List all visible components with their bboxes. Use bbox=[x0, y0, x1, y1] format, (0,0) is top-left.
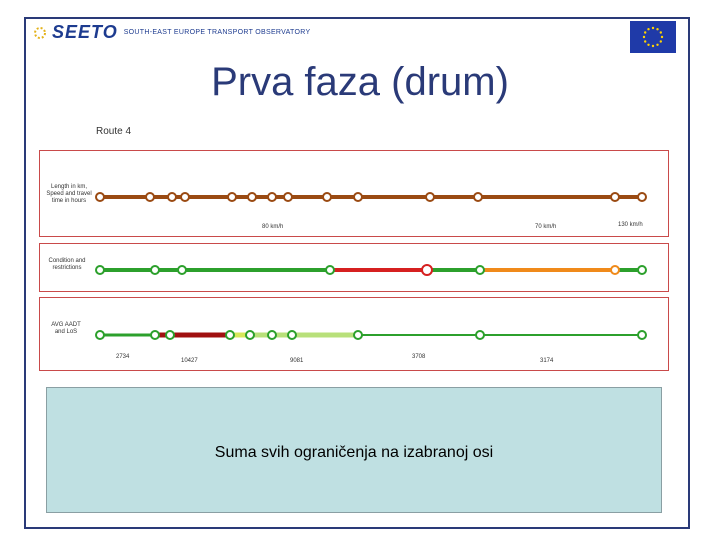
node bbox=[150, 265, 160, 275]
node bbox=[95, 192, 105, 202]
eu-flag-icon bbox=[630, 21, 676, 53]
logo-star-icon bbox=[34, 26, 46, 39]
slide-title: Prva faza (drum) bbox=[211, 60, 509, 104]
node bbox=[637, 192, 647, 202]
node bbox=[325, 265, 335, 275]
node bbox=[227, 192, 237, 202]
row-label-aadt: AVG AADT and LoS bbox=[51, 322, 81, 335]
node bbox=[150, 330, 160, 340]
speed-label-3: 130 km/h bbox=[618, 222, 643, 228]
node bbox=[165, 330, 175, 340]
aadt-value: 2734 bbox=[116, 354, 130, 360]
aadt-value: 10427 bbox=[181, 358, 198, 364]
node bbox=[475, 265, 485, 275]
route-nodes-aadt bbox=[95, 330, 647, 340]
row-label-condition: Condition and restrictions bbox=[48, 258, 86, 271]
logo-tagline: SOUTH-EAST EUROPE TRANSPORT OBSERVATORY bbox=[123, 29, 311, 36]
node bbox=[267, 192, 277, 202]
node bbox=[610, 192, 620, 202]
node bbox=[322, 192, 332, 202]
node bbox=[95, 265, 105, 275]
route-label: Route 4 bbox=[96, 126, 132, 137]
speed-label-2: 70 km/h bbox=[535, 224, 556, 230]
node bbox=[353, 192, 363, 202]
aadt-value: 3174 bbox=[540, 358, 554, 364]
node bbox=[283, 192, 293, 202]
node bbox=[425, 192, 435, 202]
caption-text: Suma svih ograničenja na izabranoj osi bbox=[214, 444, 494, 461]
node bbox=[167, 192, 177, 202]
caption-box: Suma svih ograničenja na izabranoj osi bbox=[46, 387, 662, 513]
node bbox=[245, 330, 255, 340]
node bbox=[145, 192, 155, 202]
node bbox=[637, 265, 647, 275]
route-nodes-length bbox=[95, 192, 647, 202]
seeto-logo: SEETO SOUTH-EAST EUROPE TRANSPORT OBSERV… bbox=[34, 22, 310, 43]
node bbox=[287, 330, 297, 340]
node bbox=[247, 192, 257, 202]
node bbox=[180, 192, 190, 202]
length-speed-box bbox=[39, 150, 669, 237]
route-nodes-condition bbox=[95, 264, 647, 276]
slide-frame bbox=[24, 17, 690, 529]
condition-box bbox=[39, 243, 669, 292]
node bbox=[637, 330, 647, 340]
node bbox=[267, 330, 277, 340]
aadt-box bbox=[39, 297, 669, 371]
node bbox=[95, 330, 105, 340]
speed-label-1: 80 km/h bbox=[262, 224, 283, 230]
logo-mark: SEETO bbox=[52, 22, 118, 42]
node bbox=[353, 330, 363, 340]
row-label-length: Length in km, Speed and travel time in h… bbox=[46, 184, 92, 204]
node bbox=[177, 265, 187, 275]
node bbox=[610, 265, 620, 275]
node bbox=[475, 330, 485, 340]
node bbox=[225, 330, 235, 340]
aadt-value: 3708 bbox=[412, 354, 426, 360]
node bbox=[473, 192, 483, 202]
aadt-value: 9081 bbox=[290, 358, 304, 364]
node bbox=[421, 264, 433, 276]
